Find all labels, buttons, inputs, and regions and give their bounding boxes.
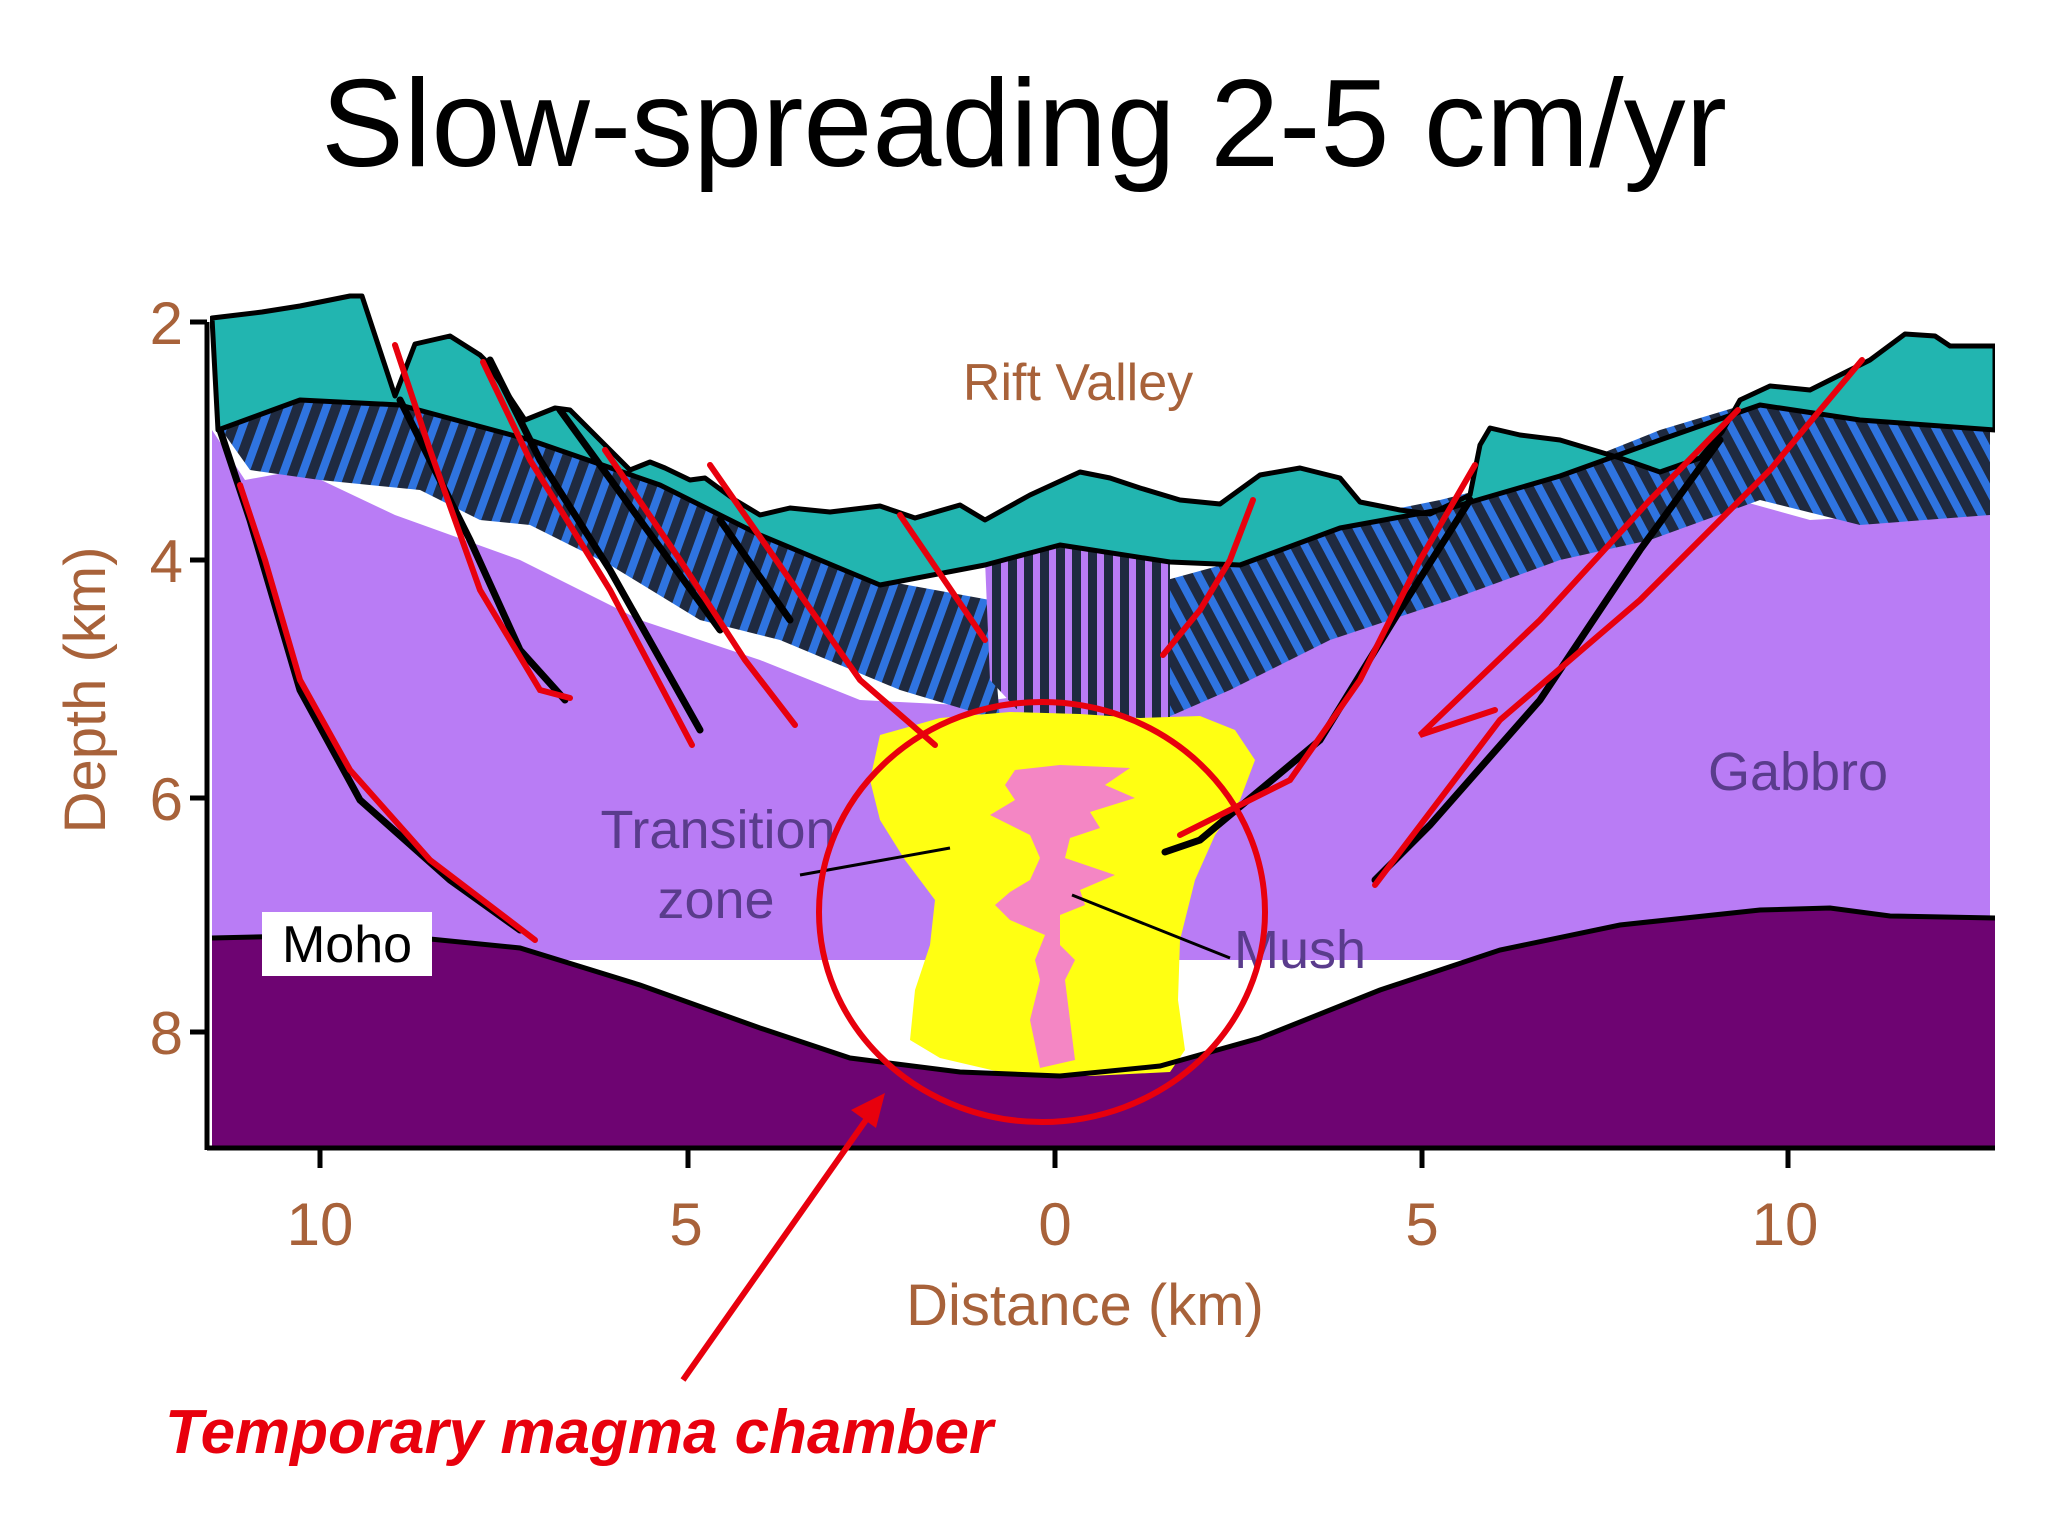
x-tick-label: 5 xyxy=(669,1191,702,1258)
x-tick-label: 5 xyxy=(1405,1191,1438,1258)
moho-label-box xyxy=(262,912,432,976)
red-fault-annotations xyxy=(237,342,1865,943)
x-axis-title: Distance (km) xyxy=(906,1273,1264,1338)
cross-section-layers xyxy=(210,293,1995,1150)
basalt-layer xyxy=(210,293,1995,588)
slide-title: Slow-spreading 2-5 cm/yr xyxy=(321,55,1727,193)
y-tick-label: 4 xyxy=(150,528,183,595)
y-tick-label: 6 xyxy=(150,766,183,833)
transition-zone-label-line1: Transition xyxy=(600,800,835,860)
moho-label: Moho xyxy=(282,916,412,974)
moho-boundary xyxy=(211,905,1995,1079)
x-tick-label: 0 xyxy=(1038,1191,1071,1258)
x-tick-label: 10 xyxy=(287,1191,354,1258)
gabbro-label: Gabbro xyxy=(1708,742,1888,802)
magma-chamber-circle xyxy=(816,699,1268,1125)
mush-leader-line xyxy=(1071,893,1231,960)
melt-lens xyxy=(990,765,1135,1068)
magma-chamber-caption: Temporary magma chamber xyxy=(165,1398,994,1467)
transition-zone-label-line2: zone xyxy=(657,870,774,930)
y-tick-label: 2 xyxy=(150,290,183,357)
sheeted-dikes-right xyxy=(1130,400,1990,725)
sheeted-dikes-center xyxy=(985,540,1170,725)
x-tick-label: 10 xyxy=(1752,1191,1819,1258)
caption-arrow-head xyxy=(851,1093,885,1128)
y-axis-title: Depth (km) xyxy=(53,547,118,834)
sheeted-dikes-left xyxy=(218,395,1000,720)
y-tick-label: 8 xyxy=(150,1000,183,1067)
mantle-layer xyxy=(212,908,1995,1150)
axes xyxy=(190,319,1995,1168)
rift-valley-label: Rift Valley xyxy=(963,354,1193,412)
caption-arrow-shaft xyxy=(680,1108,876,1382)
